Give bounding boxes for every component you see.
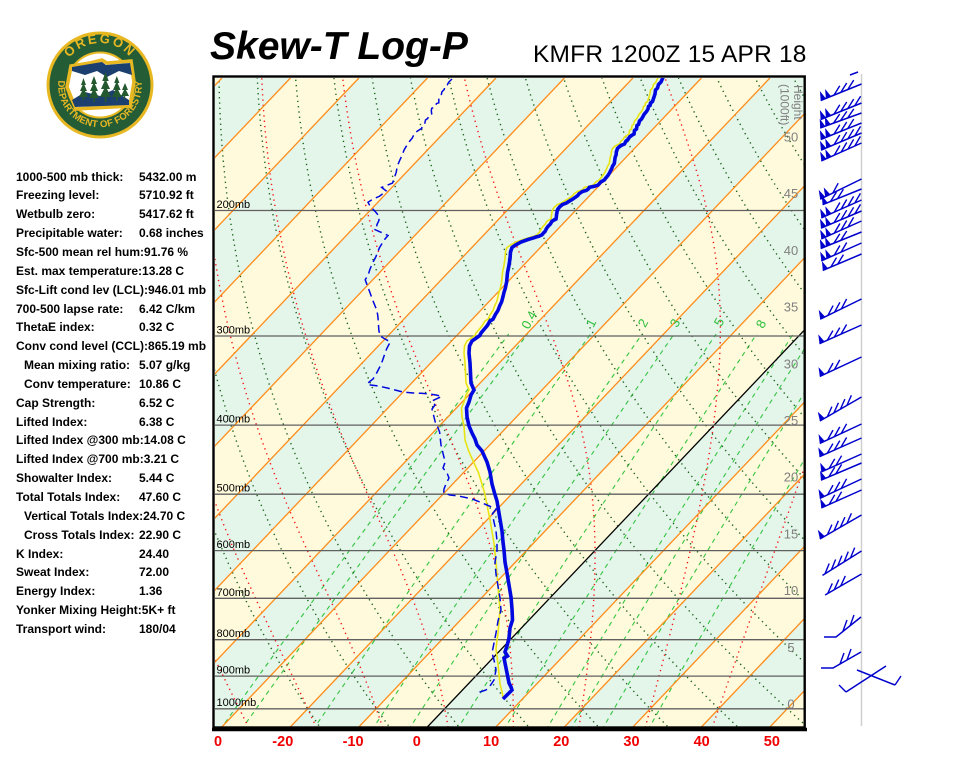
svg-text:20: 20 xyxy=(553,734,569,750)
svg-text:400mb: 400mb xyxy=(217,414,251,426)
svg-text:-10: -10 xyxy=(343,734,364,750)
svg-text:200mb: 200mb xyxy=(217,199,251,211)
svg-text:0: 0 xyxy=(413,734,421,750)
svg-text:10: 10 xyxy=(483,734,499,750)
svg-text:0: 0 xyxy=(787,697,794,712)
svg-text:900mb: 900mb xyxy=(217,665,251,677)
svg-text:30: 30 xyxy=(784,356,798,371)
svg-text:(1000ft): (1000ft) xyxy=(778,84,792,125)
svg-text:5: 5 xyxy=(787,640,794,655)
svg-text:700mb: 700mb xyxy=(217,587,251,599)
svg-text:25: 25 xyxy=(784,413,798,428)
svg-text:45: 45 xyxy=(784,186,798,201)
svg-text:20: 20 xyxy=(784,470,798,485)
svg-text:40: 40 xyxy=(694,734,710,750)
svg-text:15: 15 xyxy=(784,526,798,541)
svg-text:-20: -20 xyxy=(272,734,293,750)
svg-text:1000mb: 1000mb xyxy=(217,697,257,709)
svg-text:30: 30 xyxy=(623,734,639,750)
svg-text:10: 10 xyxy=(784,583,798,598)
svg-text:500mb: 500mb xyxy=(217,483,251,495)
svg-text:50: 50 xyxy=(764,734,780,750)
svg-text:35: 35 xyxy=(784,300,798,315)
svg-text:0: 0 xyxy=(214,734,222,750)
svg-text:300mb: 300mb xyxy=(217,325,251,337)
svg-text:800mb: 800mb xyxy=(217,628,251,640)
svg-text:Height: Height xyxy=(791,85,805,120)
svg-text:600mb: 600mb xyxy=(217,539,251,551)
svg-text:0.4: 0.4 xyxy=(518,308,540,331)
svg-text:50: 50 xyxy=(784,130,798,145)
svg-text:40: 40 xyxy=(784,243,798,258)
